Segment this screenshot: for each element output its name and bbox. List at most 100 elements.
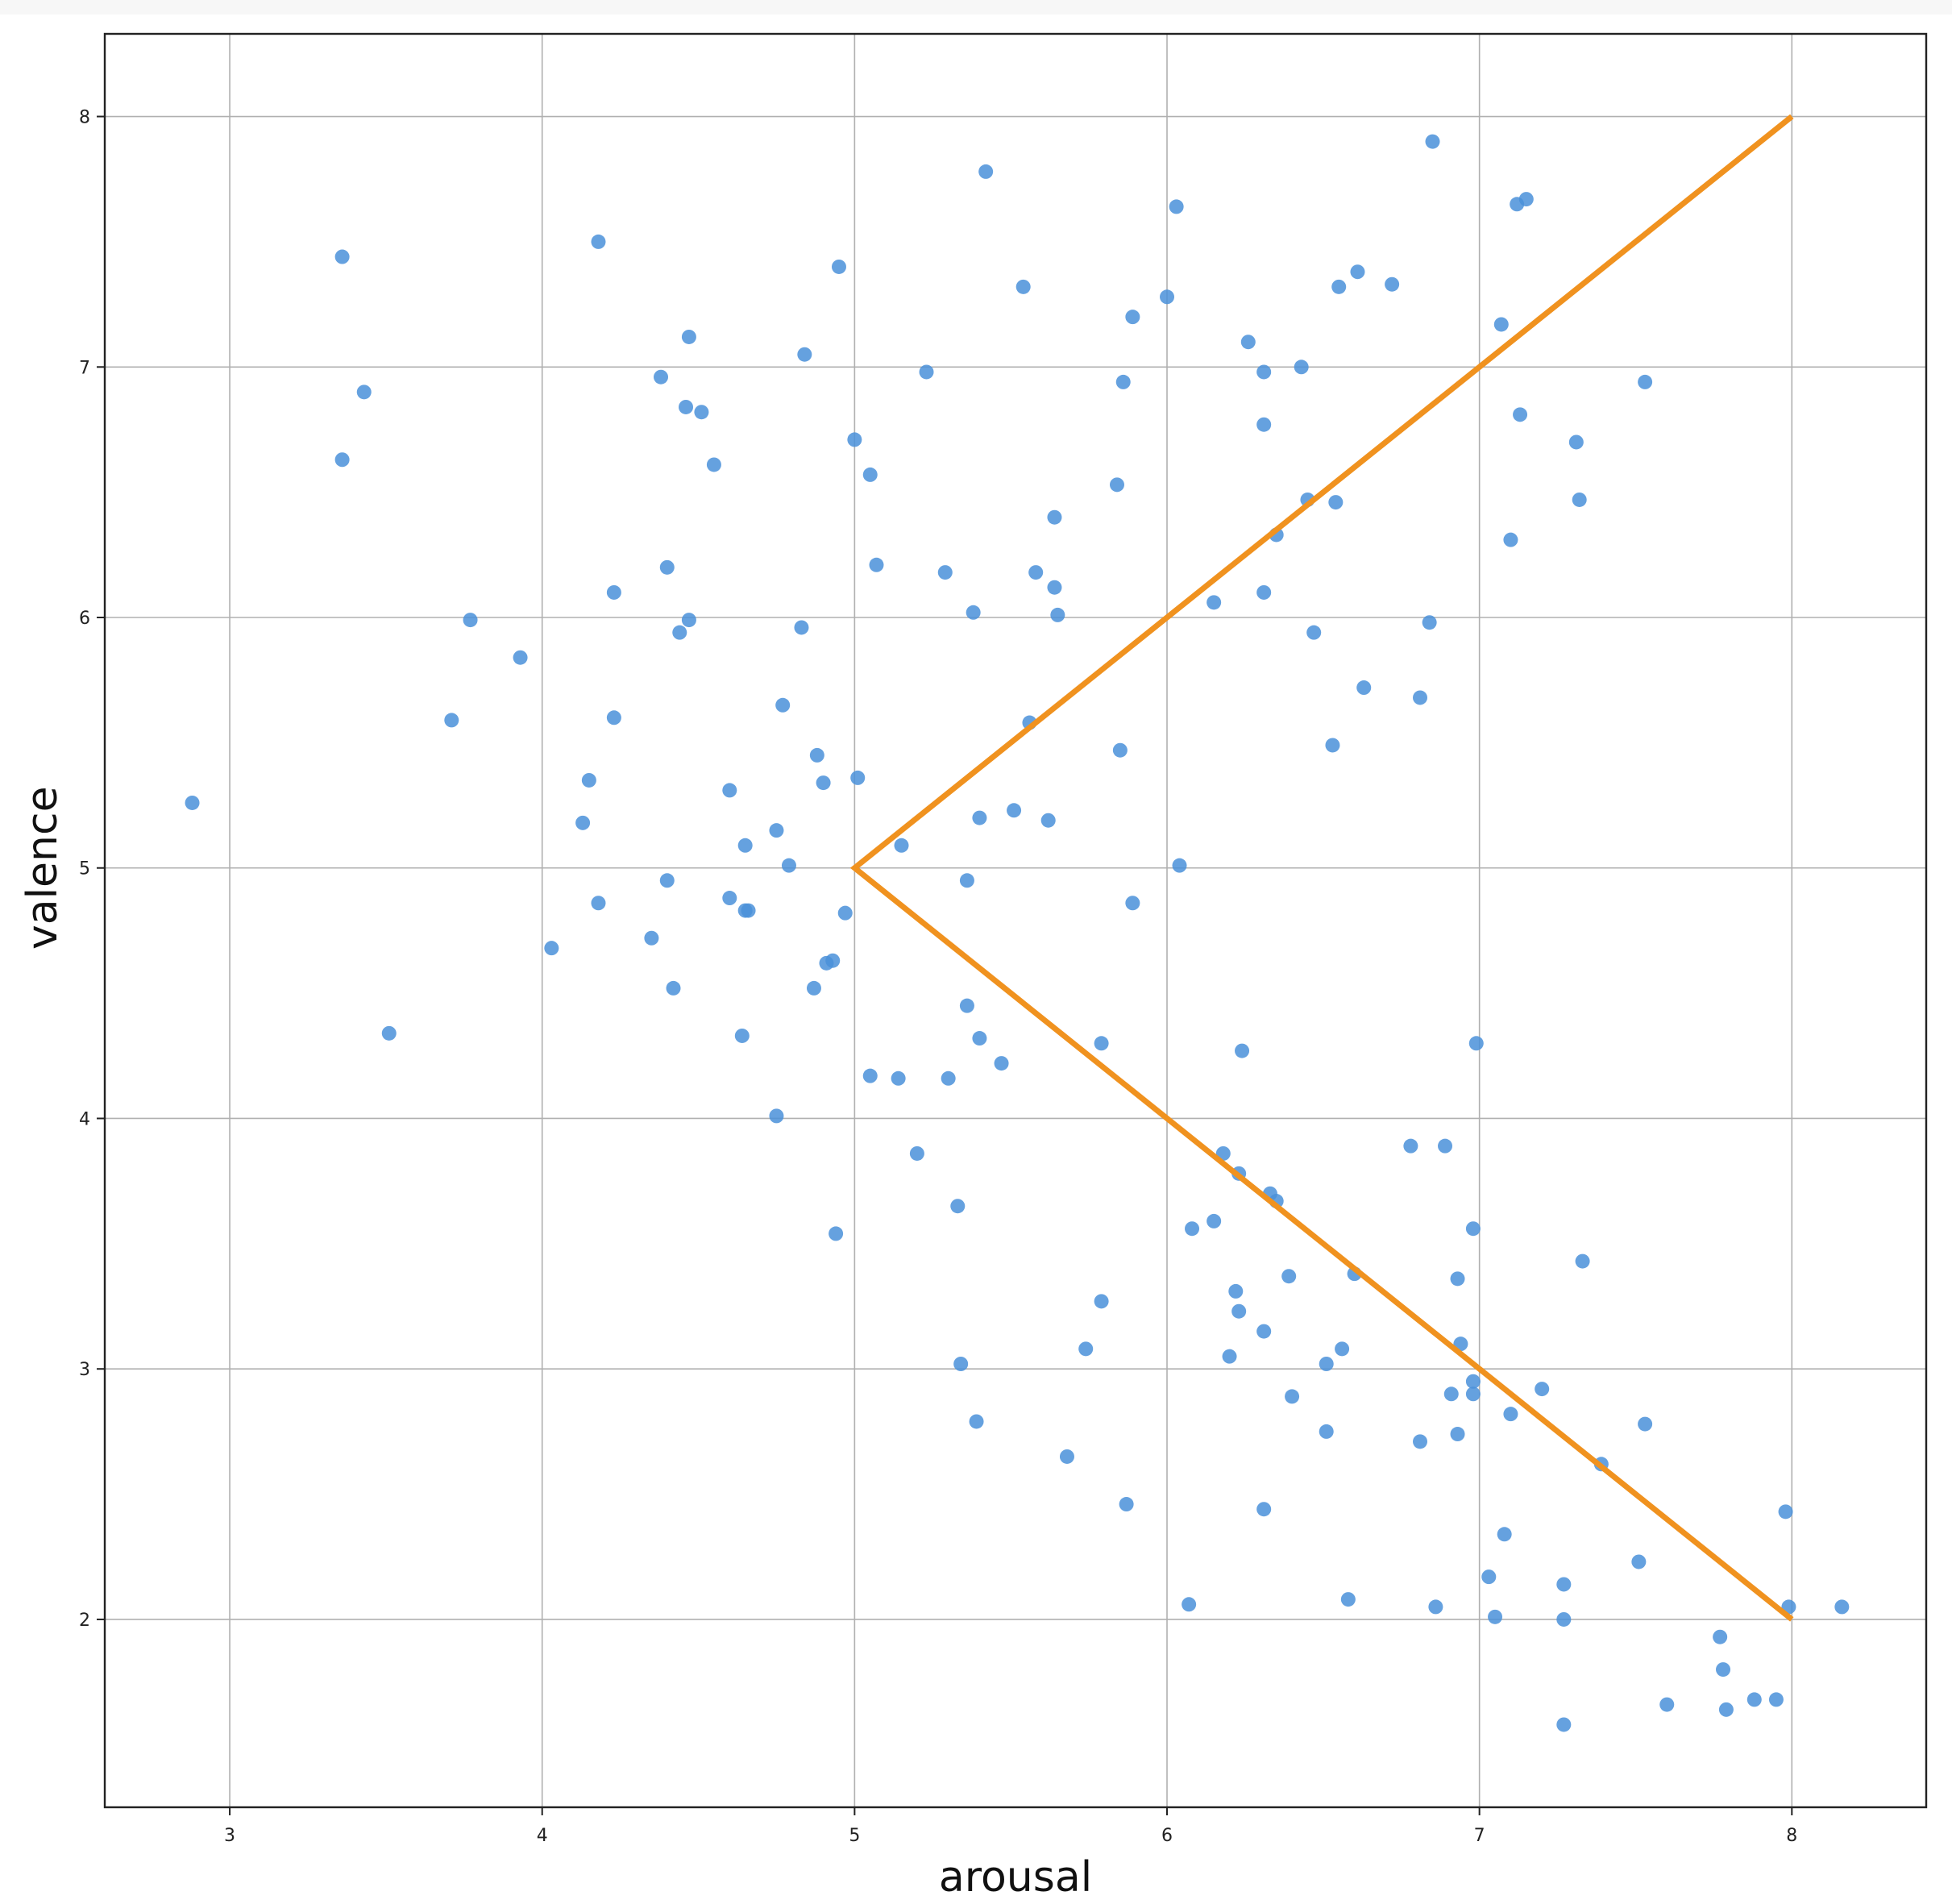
data-point <box>644 930 659 946</box>
data-point <box>737 838 753 853</box>
data-point <box>1385 276 1400 292</box>
data-point <box>1119 1497 1134 1512</box>
data-point <box>1094 1294 1109 1309</box>
data-point <box>606 710 621 725</box>
data-point <box>1047 580 1062 595</box>
data-point <box>1768 1692 1784 1707</box>
data-point <box>672 625 687 640</box>
data-point <box>591 234 606 249</box>
data-point <box>959 873 974 888</box>
data-point <box>794 620 809 635</box>
data-point <box>1047 509 1062 525</box>
data-point <box>741 903 756 918</box>
data-point <box>1256 584 1272 600</box>
data-point <box>1428 1599 1443 1615</box>
x-tick-label: 7 <box>1474 1826 1485 1846</box>
reference-line <box>849 114 1794 1622</box>
data-point <box>1572 492 1587 507</box>
data-point <box>1285 1389 1300 1404</box>
data-point <box>769 823 784 838</box>
data-point <box>1319 1357 1334 1371</box>
data-point <box>654 369 669 385</box>
data-point <box>769 1108 784 1124</box>
data-point <box>1438 1138 1453 1154</box>
data-point <box>1465 1386 1481 1402</box>
data-point <box>722 783 737 798</box>
data-point <box>1718 1702 1734 1717</box>
data-point <box>356 385 372 400</box>
data-point <box>1235 1043 1250 1058</box>
axis-ticks: 3 4 5 6 7 8 2 3 4 5 6 7 8 <box>79 108 1797 1846</box>
data-point <box>806 980 821 996</box>
data-point <box>1465 1221 1481 1237</box>
data-point <box>1575 1253 1590 1269</box>
data-point <box>575 815 591 830</box>
x-axis-label: arousal <box>939 1853 1092 1902</box>
data-point <box>950 1199 966 1214</box>
data-point <box>1059 1449 1074 1464</box>
data-point <box>1778 1504 1793 1519</box>
data-point <box>1231 1303 1247 1319</box>
data-point <box>1488 1609 1503 1624</box>
data-point <box>706 457 721 472</box>
data-point <box>1172 858 1187 873</box>
data-point <box>606 584 621 600</box>
data-point <box>334 452 350 468</box>
data-point <box>969 1414 984 1429</box>
data-point <box>775 697 791 713</box>
data-point <box>1228 1283 1244 1299</box>
data-point <box>1182 1597 1197 1612</box>
data-point <box>681 329 696 344</box>
data-point <box>1638 374 1653 389</box>
grid <box>105 34 1926 1807</box>
data-point <box>972 1031 987 1046</box>
data-point <box>1331 279 1347 294</box>
data-point <box>966 605 981 620</box>
data-point <box>1015 279 1031 294</box>
data-point <box>1007 803 1022 818</box>
data-point <box>1413 1434 1428 1449</box>
data-point <box>659 559 675 575</box>
data-point <box>953 1357 969 1371</box>
y-axis-label: valence <box>19 786 67 950</box>
data-point <box>1568 434 1584 450</box>
data-point <box>1294 360 1309 375</box>
data-point <box>894 838 909 853</box>
data-point <box>978 164 994 179</box>
data-point <box>1716 1662 1731 1677</box>
data-point <box>334 249 350 264</box>
data-point <box>1450 1271 1465 1287</box>
data-point <box>850 770 866 785</box>
data-point <box>1256 1502 1272 1517</box>
y-tick-label: 6 <box>79 609 90 629</box>
data-point <box>1169 199 1184 214</box>
data-point <box>1125 310 1140 325</box>
data-point <box>679 399 694 414</box>
data-point <box>1281 1269 1297 1284</box>
data-point <box>1659 1697 1675 1712</box>
y-tick-label: 2 <box>79 1611 90 1631</box>
y-tick-label: 8 <box>79 108 90 128</box>
data-point <box>891 1070 906 1086</box>
y-tick-label: 5 <box>79 859 90 879</box>
data-point <box>1493 317 1509 332</box>
y-tick-label: 7 <box>79 358 90 378</box>
data-point <box>825 953 841 968</box>
data-point <box>1325 738 1340 753</box>
data-point <box>544 941 559 956</box>
data-point <box>837 905 853 921</box>
data-point <box>1319 1424 1334 1439</box>
data-point <box>1340 1592 1356 1607</box>
data-point <box>831 259 846 274</box>
data-point <box>1556 1717 1572 1732</box>
data-point <box>1638 1416 1653 1432</box>
data-point <box>185 795 200 810</box>
data-point <box>1450 1427 1465 1442</box>
reference-line-group <box>849 114 1794 1622</box>
data-point <box>862 1068 878 1083</box>
data-point <box>1207 595 1222 610</box>
data-point <box>1503 532 1518 547</box>
data-point <box>809 747 824 763</box>
data-point <box>1403 1138 1418 1154</box>
data-point <box>1481 1569 1497 1585</box>
